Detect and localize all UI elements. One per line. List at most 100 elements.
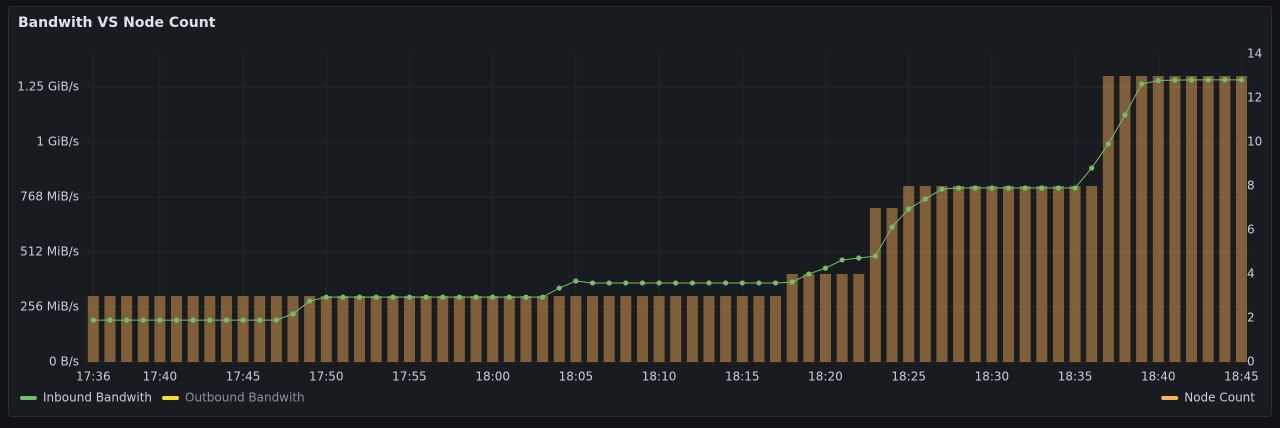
bar bbox=[803, 274, 815, 362]
point bbox=[1005, 185, 1012, 191]
bar bbox=[1119, 76, 1131, 362]
point bbox=[639, 280, 646, 286]
point bbox=[756, 280, 762, 286]
bar bbox=[570, 296, 582, 362]
point bbox=[589, 280, 596, 286]
bar bbox=[686, 296, 698, 362]
bar bbox=[121, 296, 133, 362]
legend-label[interactable]: Outbound Bandwith bbox=[185, 391, 305, 405]
point bbox=[889, 224, 895, 230]
bar bbox=[636, 296, 648, 362]
line bbox=[93, 79, 1242, 321]
x-tick-label: 18:45 bbox=[1224, 370, 1259, 384]
bar bbox=[720, 296, 732, 362]
y2-tick-label: 0 bbox=[1247, 355, 1255, 369]
point bbox=[173, 317, 180, 323]
point bbox=[1089, 165, 1095, 171]
point bbox=[822, 265, 829, 271]
bar bbox=[587, 296, 599, 362]
point bbox=[1222, 77, 1228, 83]
y-tick-label: 768 MiB/s bbox=[20, 190, 79, 204]
bar bbox=[903, 186, 915, 362]
bar bbox=[137, 296, 149, 362]
point bbox=[1105, 141, 1111, 147]
point bbox=[190, 317, 196, 323]
x-tick-label: 18:20 bbox=[808, 370, 843, 384]
point bbox=[290, 311, 296, 317]
point bbox=[90, 317, 96, 323]
bar bbox=[237, 296, 249, 362]
bar bbox=[171, 296, 183, 362]
point bbox=[523, 294, 529, 300]
point bbox=[140, 317, 146, 323]
point bbox=[556, 285, 562, 291]
bar bbox=[953, 186, 965, 362]
point bbox=[373, 294, 379, 300]
panel bbox=[8, 6, 1272, 417]
bar bbox=[370, 296, 382, 362]
bar bbox=[753, 296, 765, 362]
point bbox=[157, 317, 163, 323]
point bbox=[906, 206, 912, 212]
bar bbox=[836, 274, 848, 362]
x-tick-label: 17:36 bbox=[76, 370, 111, 384]
bar bbox=[387, 296, 399, 362]
bar bbox=[1036, 186, 1048, 362]
bar bbox=[1152, 76, 1164, 362]
x-tick-label: 18:15 bbox=[725, 370, 760, 384]
point bbox=[323, 294, 329, 300]
point bbox=[240, 317, 246, 323]
point bbox=[856, 255, 862, 261]
x-tick-label: 18:35 bbox=[1058, 370, 1093, 384]
bar bbox=[187, 296, 199, 362]
bar bbox=[1219, 76, 1231, 362]
bar bbox=[453, 296, 465, 362]
bar bbox=[520, 296, 532, 362]
bar bbox=[886, 208, 898, 362]
bar bbox=[736, 296, 748, 362]
point bbox=[456, 294, 462, 300]
bar bbox=[403, 296, 415, 362]
bar bbox=[1186, 76, 1198, 362]
y-tick-label: 512 MiB/s bbox=[20, 245, 79, 259]
point bbox=[1238, 77, 1245, 83]
point bbox=[939, 186, 945, 192]
bar bbox=[437, 296, 449, 362]
chart-title: Bandwith VS Node Count bbox=[18, 15, 216, 31]
x-tick-label: 18:30 bbox=[975, 370, 1010, 384]
bar bbox=[770, 296, 782, 362]
point bbox=[972, 185, 978, 191]
point bbox=[673, 280, 679, 286]
bar bbox=[270, 296, 282, 362]
point bbox=[1188, 77, 1195, 83]
point bbox=[540, 294, 546, 300]
bar bbox=[936, 186, 948, 362]
point bbox=[307, 298, 313, 304]
point bbox=[956, 185, 962, 191]
bar bbox=[420, 296, 432, 362]
legend-label[interactable]: Inbound Bandwith bbox=[43, 391, 152, 405]
point bbox=[423, 294, 429, 300]
y-tick-label: 1 GiB/s bbox=[36, 135, 79, 149]
point bbox=[390, 294, 396, 300]
legend-label[interactable]: Node Count bbox=[1184, 391, 1255, 405]
point bbox=[1172, 77, 1178, 83]
point bbox=[1055, 185, 1062, 191]
bar bbox=[254, 296, 266, 362]
bar bbox=[819, 274, 831, 362]
bar bbox=[986, 186, 998, 362]
point bbox=[490, 294, 496, 300]
bar bbox=[670, 296, 682, 362]
x-tick-label: 17:40 bbox=[143, 370, 178, 384]
bar bbox=[287, 296, 299, 362]
y2-tick-label: 12 bbox=[1247, 91, 1262, 105]
bar bbox=[1202, 76, 1214, 362]
point bbox=[223, 317, 230, 323]
point bbox=[623, 280, 629, 286]
point bbox=[872, 253, 879, 259]
bar bbox=[969, 186, 981, 362]
x-tick-label: 17:45 bbox=[226, 370, 261, 384]
bar bbox=[1102, 76, 1114, 362]
bar bbox=[503, 296, 515, 362]
